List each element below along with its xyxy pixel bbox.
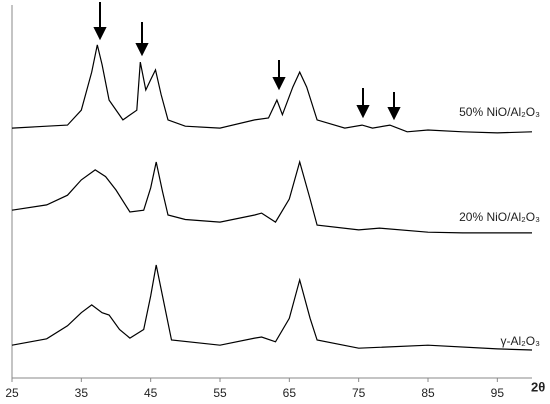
arrow-head xyxy=(356,105,370,119)
trace-label: γ-Al₂O₃ xyxy=(500,334,540,348)
x-tick-label: 55 xyxy=(213,386,227,400)
trace xyxy=(11,44,533,134)
arrow-head xyxy=(93,27,107,41)
arrow-head xyxy=(387,107,401,121)
x-tick-label: 65 xyxy=(283,386,297,400)
x-tick-label: 95 xyxy=(491,386,505,400)
arrow-head xyxy=(272,77,286,91)
x-tick-label: 25 xyxy=(5,386,19,400)
x-axis-label: 2θ xyxy=(531,379,545,394)
peak-arrows xyxy=(93,2,401,121)
x-tick-label: 85 xyxy=(421,386,435,400)
trace-label: 50% NiO/Al₂O₃ xyxy=(459,105,540,119)
trace-label: 20% NiO/Al₂O₃ xyxy=(459,210,540,224)
x-tick-label: 75 xyxy=(352,386,366,400)
x-tick-label: 45 xyxy=(144,386,158,400)
arrow-head xyxy=(135,43,149,57)
trace xyxy=(11,159,532,234)
x-tick-label: 35 xyxy=(75,386,89,400)
trace xyxy=(11,264,533,351)
